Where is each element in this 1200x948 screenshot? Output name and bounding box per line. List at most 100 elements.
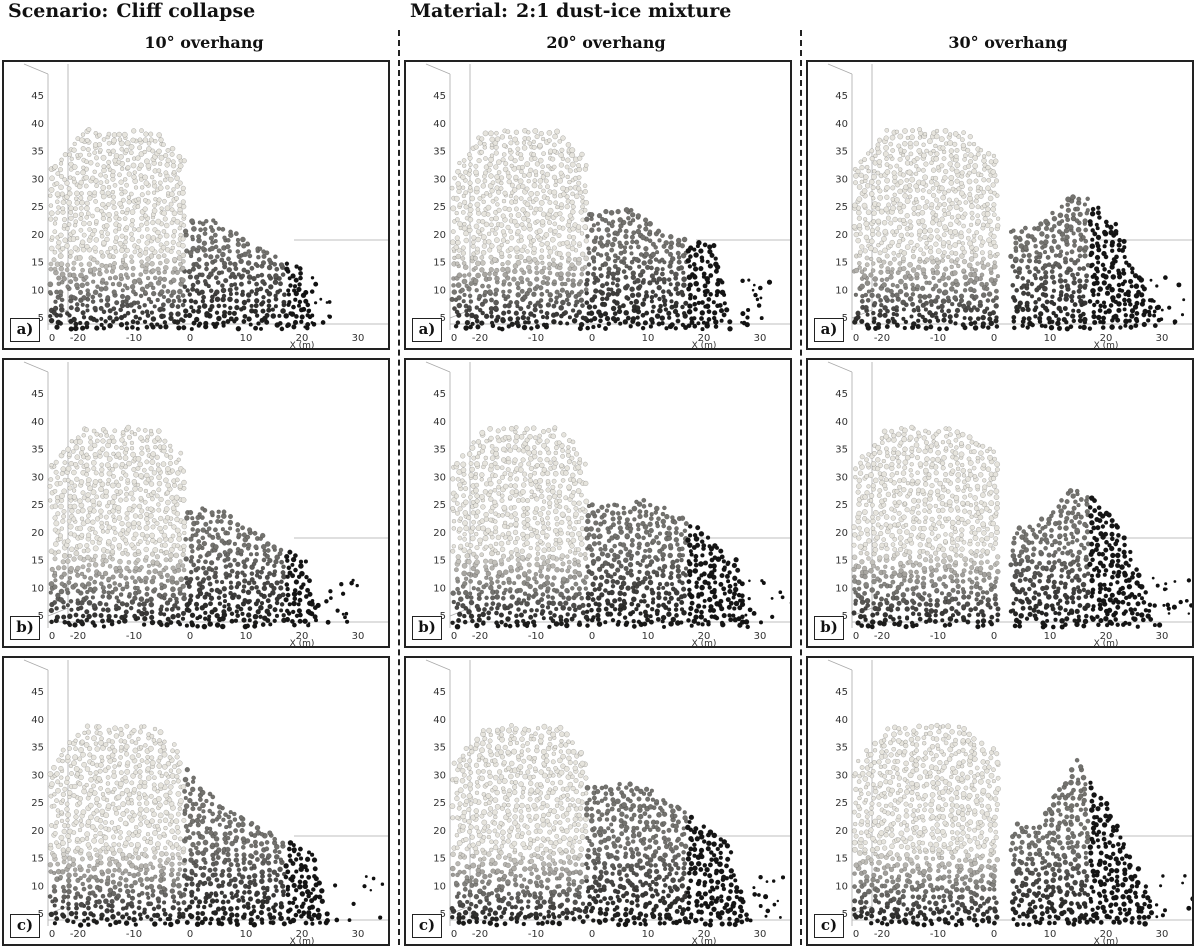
y-tick-label: 5 — [38, 909, 44, 920]
particle-cloud — [449, 723, 786, 928]
particle-cloud — [851, 424, 1192, 630]
x-tick-label: -10 — [126, 333, 142, 344]
x-tick-label: 10 — [1044, 631, 1057, 642]
y-tick-label: 20 — [433, 528, 446, 539]
x-axis-title: X (m) — [1094, 937, 1119, 944]
y-tick-label: 45 — [31, 687, 44, 698]
x-tick-label: -20 — [874, 929, 890, 940]
x-origin-label: 0 — [451, 333, 457, 344]
x-axis-title: X (m) — [290, 937, 315, 944]
column-title-30deg: 30° overhang — [948, 33, 1068, 52]
particle-cloud — [47, 424, 359, 630]
x-tick-label: 20 — [698, 929, 711, 940]
scenario-heading: Scenario: Cliff collapse — [8, 0, 255, 22]
x-tick-label: 0 — [589, 333, 595, 344]
simulation-panel: 5 10 15 20 25 30 35 40 45 -20 -10 0 10 20 30 0 X (m) a) — [2, 60, 390, 350]
particle-render: 5 10 15 20 25 30 35 40 45 -20 -10 0 10 20 30 0 X (m) — [23, 659, 388, 944]
y-tick-label: 45 — [31, 91, 44, 102]
x-origin-label: 0 — [49, 929, 55, 940]
x-tick-label: 20 — [698, 631, 711, 642]
simulation-panel: 5 10 15 20 25 30 35 40 45 -20 -10 0 10 20 30 0 X (m) c) — [404, 656, 792, 946]
y-tick-label: 10 — [835, 881, 848, 892]
y-tick-label: 10 — [31, 285, 44, 296]
particle-render: 5 10 15 20 25 30 35 40 45 -20 -10 0 10 20 30 0 X (m) — [827, 63, 1192, 348]
x-tick-label: 30 — [754, 929, 767, 940]
y-tick-label: 20 — [835, 528, 848, 539]
x-axis-title: X (m) — [290, 341, 315, 348]
x-tick-label: 0 — [187, 631, 193, 642]
simulation-panel: 5 10 15 20 25 30 35 40 45 -20 -10 0 10 20 30 0 X (m) b) — [2, 358, 390, 648]
y-tick-label: 25 — [433, 202, 446, 213]
simulation-panel: 5 10 15 20 25 30 35 40 45 -20 -10 0 10 20 30 0 X (m) b) — [806, 358, 1194, 648]
x-tick-label: -20 — [874, 333, 890, 344]
x-tick-label: -10 — [126, 631, 142, 642]
y-tick-label: 15 — [433, 854, 446, 865]
y-tick-label: 10 — [835, 583, 848, 594]
y-tick-label: 20 — [835, 826, 848, 837]
y-tick-label: 5 — [842, 313, 848, 324]
y-tick-label: 30 — [835, 472, 848, 483]
y-tick-label: 45 — [31, 389, 44, 400]
x-origin-label: 0 — [853, 631, 859, 642]
particle-render: 5 10 15 20 25 30 35 40 45 -20 -10 0 10 20 30 0 X (m) — [425, 361, 790, 646]
y-tick-label: 5 — [440, 611, 446, 622]
x-tick-label: 0 — [589, 929, 595, 940]
particle-render: 5 10 15 20 25 30 35 40 45 -20 -10 0 10 20 30 0 X (m) — [425, 63, 790, 348]
y-tick-label: 10 — [433, 285, 446, 296]
x-tick-label: -20 — [472, 929, 488, 940]
y-tick-label: 20 — [31, 230, 44, 241]
y-tick-label: 25 — [835, 798, 848, 809]
simulation-panel: 5 10 15 20 25 30 35 40 45 -20 -10 0 10 20 30 0 X (m) c) — [806, 656, 1194, 946]
y-tick-label: 35 — [835, 743, 848, 754]
x-tick-label: 30 — [352, 929, 365, 940]
x-origin-label: 0 — [853, 929, 859, 940]
y-tick-label: 35 — [433, 743, 446, 754]
y-tick-label: 40 — [433, 417, 446, 428]
x-tick-label: -10 — [528, 929, 544, 940]
y-tick-label: 20 — [835, 230, 848, 241]
y-tick-label: 20 — [31, 528, 44, 539]
y-tick-label: 30 — [31, 770, 44, 781]
y-tick-label: 15 — [433, 258, 446, 269]
x-axis-title: X (m) — [290, 639, 315, 646]
y-tick-label: 15 — [835, 258, 848, 269]
x-tick-label: -20 — [472, 333, 488, 344]
y-tick-label: 25 — [433, 798, 446, 809]
y-tick-label: 45 — [433, 687, 446, 698]
x-tick-label: 20 — [1100, 929, 1113, 940]
y-tick-label: 5 — [440, 313, 446, 324]
y-tick-label: 20 — [433, 826, 446, 837]
x-tick-label: 10 — [642, 631, 655, 642]
panel-row-label: b) — [10, 616, 40, 640]
particle-render: 5 10 15 20 25 30 35 40 45 -20 -10 0 10 20 30 0 X (m) — [827, 361, 1192, 646]
y-tick-label: 25 — [835, 202, 848, 213]
x-tick-label: 20 — [296, 631, 309, 642]
y-tick-label: 30 — [433, 472, 446, 483]
panel-row-label: b) — [814, 616, 844, 640]
y-tick-label: 40 — [835, 119, 848, 130]
x-origin-label: 0 — [49, 631, 55, 642]
material-label: Material: — [410, 0, 508, 22]
x-origin-label: 0 — [853, 333, 859, 344]
particle-cloud — [851, 127, 1186, 332]
particle-render: 5 10 15 20 25 30 35 40 45 -20 -10 0 10 20 30 0 X (m) — [827, 659, 1192, 944]
y-tick-label: 10 — [433, 881, 446, 892]
x-tick-label: -10 — [528, 631, 544, 642]
x-tick-label: 10 — [642, 929, 655, 940]
y-tick-label: 35 — [31, 147, 44, 158]
panel-row-label: a) — [10, 318, 40, 342]
particle-render: 5 10 15 20 25 30 35 40 45 -20 -10 0 10 20 30 0 X (m) — [425, 659, 790, 944]
x-tick-label: 30 — [1156, 333, 1169, 344]
x-tick-label: 20 — [698, 333, 711, 344]
x-tick-label: -10 — [930, 929, 946, 940]
y-tick-label: 10 — [433, 583, 446, 594]
material-value: 2:1 dust-ice mixture — [515, 0, 732, 22]
simulation-panel: 5 10 15 20 25 30 35 40 45 -20 -10 0 10 20 30 0 X (m) c) — [2, 656, 390, 946]
y-tick-label: 40 — [31, 417, 44, 428]
x-tick-label: 20 — [296, 333, 309, 344]
y-tick-label: 10 — [31, 881, 44, 892]
y-tick-label: 5 — [440, 909, 446, 920]
y-tick-label: 25 — [31, 500, 44, 511]
y-tick-label: 35 — [433, 445, 446, 456]
panel-row-label: a) — [412, 318, 442, 342]
